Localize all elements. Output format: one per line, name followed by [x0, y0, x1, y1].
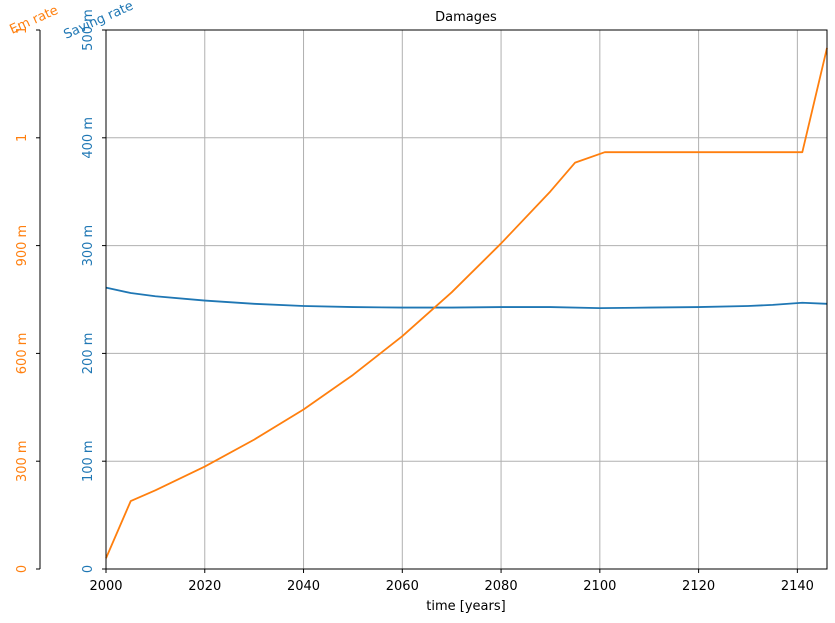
x-tick-label: 2140 — [781, 579, 814, 594]
saving-rate-tick-label: 300 m — [81, 225, 96, 267]
em-rate-tick-label: 900 m — [15, 225, 30, 267]
x-tick-label: 2000 — [89, 579, 122, 594]
em-rate-tick-label: 1 — [15, 134, 30, 142]
x-tick-label: 2100 — [583, 579, 616, 594]
saving-rate-axis: 0 100 m 200 m 300 m 400 m 500 m — [81, 9, 106, 573]
x-axis-label: time [years] — [426, 599, 505, 614]
x-tick-label: 2020 — [188, 579, 221, 594]
saving-rate-tick-label: 0 — [81, 565, 96, 573]
x-tick-label: 2120 — [682, 579, 715, 594]
saving-rate-line — [105, 286, 828, 310]
em-rate-axis: 0 300 m 600 m 900 m 1 1 — [15, 26, 41, 573]
em-rate-tick-label: 1 — [15, 26, 30, 34]
saving-rate-tick-label: 100 m — [81, 440, 96, 482]
saving-rate-tick-label: 200 m — [81, 333, 96, 375]
em-rate-tick-label: 300 m — [15, 440, 30, 482]
chart-title: Damages — [435, 10, 497, 25]
x-tick-label: 2060 — [386, 579, 419, 594]
plot-frame — [105, 29, 828, 570]
em-rate-tick-label: 0 — [15, 565, 30, 573]
saving-rate-tick-label: 400 m — [81, 117, 96, 159]
x-tick-label: 2040 — [287, 579, 320, 594]
series-layer — [105, 47, 828, 559]
em-rate-tick-label: 600 m — [15, 333, 30, 375]
x-tick-label: 2080 — [485, 579, 518, 594]
x-axis: 2000 2020 2040 2060 2080 2100 2120 2140 — [89, 569, 814, 594]
saving-rate-tick-label: 500 m — [81, 9, 96, 51]
em-rate-line — [105, 47, 828, 559]
